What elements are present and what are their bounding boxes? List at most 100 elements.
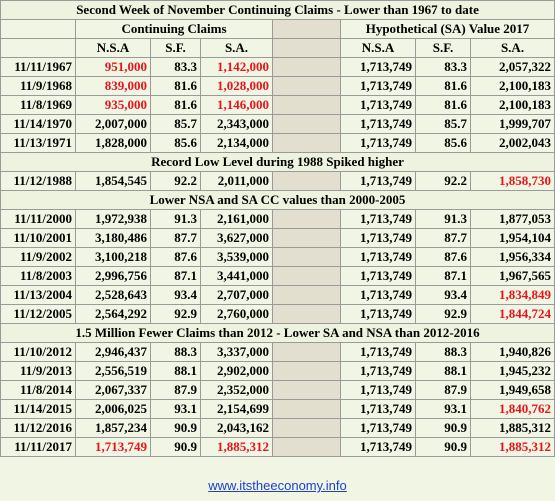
value-cell: 81.6 bbox=[415, 95, 471, 115]
value-cell: 2,100,183 bbox=[469, 76, 555, 96]
value-cell: 87.1 bbox=[150, 266, 201, 286]
date-cell: 11/10/2012 bbox=[0, 342, 76, 362]
empty-cell bbox=[272, 247, 341, 267]
date-cell: 11/9/2002 bbox=[0, 247, 76, 267]
value-cell: 92.9 bbox=[150, 304, 201, 324]
data-row: 11/11/2000 1,972,938 91.3 2,161,000 1,713,74… bbox=[0, 209, 555, 229]
footer: www.itstheeconomy.info bbox=[0, 478, 555, 493]
value-cell: 2,556,519 bbox=[75, 361, 151, 381]
empty-cell bbox=[272, 95, 341, 115]
value-cell: 1,146,000 bbox=[200, 95, 273, 115]
value-cell: 2,707,000 bbox=[200, 285, 273, 305]
value-cell: 2,996,756 bbox=[75, 266, 151, 286]
data-row: 11/9/2013 2,556,519 88.1 2,902,000 1,713,749… bbox=[0, 361, 555, 381]
value-cell: 3,441,000 bbox=[200, 266, 273, 286]
column-header: S.A. bbox=[469, 38, 555, 58]
value-cell: 91.3 bbox=[150, 209, 201, 229]
data-row: 11/10/2012 2,946,437 88.3 3,337,000 1,713,74… bbox=[0, 342, 555, 362]
empty-cell bbox=[272, 285, 341, 305]
value-cell: 2,011,000 bbox=[200, 171, 273, 191]
value-cell: 92.2 bbox=[150, 171, 201, 191]
value-cell: 81.6 bbox=[415, 76, 471, 96]
value-cell: 1,713,749 bbox=[340, 361, 416, 381]
data-row: 11/8/2014 2,067,337 87.9 2,352,000 1,713,749… bbox=[0, 380, 555, 400]
value-cell: 1,840,762 bbox=[469, 399, 555, 419]
date-cell: 11/9/1968 bbox=[0, 76, 76, 96]
data-row: 11/10/2001 3,180,486 87.7 3,627,000 1,713,74… bbox=[0, 228, 555, 248]
value-cell: 85.6 bbox=[415, 133, 471, 153]
value-cell: 2,564,292 bbox=[75, 304, 151, 324]
value-cell: 1,885,312 bbox=[469, 437, 555, 457]
value-cell: 93.1 bbox=[150, 399, 201, 419]
value-cell: 2,134,000 bbox=[200, 133, 273, 153]
date-cell: 11/8/1969 bbox=[0, 95, 76, 115]
value-cell: 1,713,749 bbox=[340, 228, 416, 248]
empty-cell bbox=[272, 399, 341, 419]
empty-cell bbox=[272, 437, 341, 457]
value-cell: 87.1 bbox=[415, 266, 471, 286]
date-cell: 11/11/2000 bbox=[0, 209, 76, 229]
value-cell: 1,713,749 bbox=[340, 437, 416, 457]
empty-cell bbox=[272, 114, 341, 134]
group-header: Hypothetical (SA) Value 2017 bbox=[339, 19, 555, 39]
value-cell: 85.7 bbox=[150, 114, 201, 134]
empty-cell bbox=[272, 380, 341, 400]
data-row: 11/12/1988 1,854,545 92.2 2,011,000 1,713,74… bbox=[0, 171, 555, 191]
value-cell: 1,713,749 bbox=[340, 304, 416, 324]
group-header: Continuing Claims bbox=[75, 19, 273, 39]
value-cell: 1,956,334 bbox=[469, 247, 555, 267]
value-cell: 2,902,000 bbox=[200, 361, 273, 381]
date-cell: 11/12/2005 bbox=[0, 304, 76, 324]
date-cell: 11/13/2004 bbox=[0, 285, 76, 305]
value-cell: 2,057,322 bbox=[469, 57, 555, 77]
data-row: 11/14/2015 2,006,025 93.1 2,154,699 1,713,74… bbox=[0, 399, 555, 419]
value-cell: 1,834,849 bbox=[469, 285, 555, 305]
value-cell: 85.6 bbox=[150, 133, 201, 153]
data-row: 11/8/2003 2,996,756 87.1 3,441,000 1,713,749… bbox=[0, 266, 555, 286]
section-row: Record Low Level during 1988 Spiked high… bbox=[0, 152, 555, 172]
value-cell: 83.3 bbox=[150, 57, 201, 77]
footer-link[interactable]: www.itstheeconomy.info bbox=[208, 478, 347, 493]
value-cell: 935,000 bbox=[75, 95, 151, 115]
empty-cell bbox=[272, 342, 341, 362]
data-row: 11/9/1968 839,000 81.6 1,028,000 1,713,749 81… bbox=[0, 76, 555, 96]
value-cell: 3,337,000 bbox=[200, 342, 273, 362]
value-cell: 92.2 bbox=[415, 171, 471, 191]
empty-cell bbox=[272, 38, 341, 58]
section-row: 1.5 Million Fewer Claims than 2012 - Low… bbox=[0, 323, 555, 343]
section-heading: Record Low Level during 1988 Spiked high… bbox=[0, 152, 555, 172]
value-cell: 2,067,337 bbox=[75, 380, 151, 400]
data-row: 11/8/1969 935,000 81.6 1,146,000 1,713,749 81… bbox=[0, 95, 555, 115]
date-cell: 11/10/2001 bbox=[0, 228, 76, 248]
value-cell: 81.6 bbox=[150, 95, 201, 115]
value-cell: 93.1 bbox=[415, 399, 471, 419]
value-cell: 1,940,826 bbox=[469, 342, 555, 362]
empty-cell bbox=[272, 418, 341, 438]
date-cell: 11/9/2013 bbox=[0, 361, 76, 381]
value-cell: 1,999,707 bbox=[469, 114, 555, 134]
value-cell: 88.1 bbox=[150, 361, 201, 381]
value-cell: 1,713,749 bbox=[75, 437, 151, 457]
value-cell: 87.7 bbox=[415, 228, 471, 248]
date-cell: 11/12/2016 bbox=[0, 418, 76, 438]
value-cell: 93.4 bbox=[415, 285, 471, 305]
value-cell: 90.9 bbox=[415, 437, 471, 457]
table-title: Second Week of November Continuing Claim… bbox=[0, 0, 555, 20]
value-cell: 1,713,749 bbox=[340, 114, 416, 134]
data-row: 11/11/1967 951,000 83.3 1,142,000 1,713,749 8… bbox=[0, 57, 555, 77]
empty-cell bbox=[272, 361, 341, 381]
column-header: N.S.A bbox=[340, 38, 416, 58]
value-cell: 1,945,232 bbox=[469, 361, 555, 381]
value-cell: 1,844,724 bbox=[469, 304, 555, 324]
value-cell: 2,352,000 bbox=[200, 380, 273, 400]
value-cell: 1,713,749 bbox=[340, 399, 416, 419]
value-cell: 839,000 bbox=[75, 76, 151, 96]
empty-cell bbox=[272, 57, 341, 77]
value-cell: 87.9 bbox=[415, 380, 471, 400]
value-cell: 1,854,545 bbox=[75, 171, 151, 191]
value-cell: 1,885,312 bbox=[200, 437, 273, 457]
value-cell: 1,828,000 bbox=[75, 133, 151, 153]
value-cell: 3,627,000 bbox=[200, 228, 273, 248]
value-cell: 1,142,000 bbox=[200, 57, 273, 77]
